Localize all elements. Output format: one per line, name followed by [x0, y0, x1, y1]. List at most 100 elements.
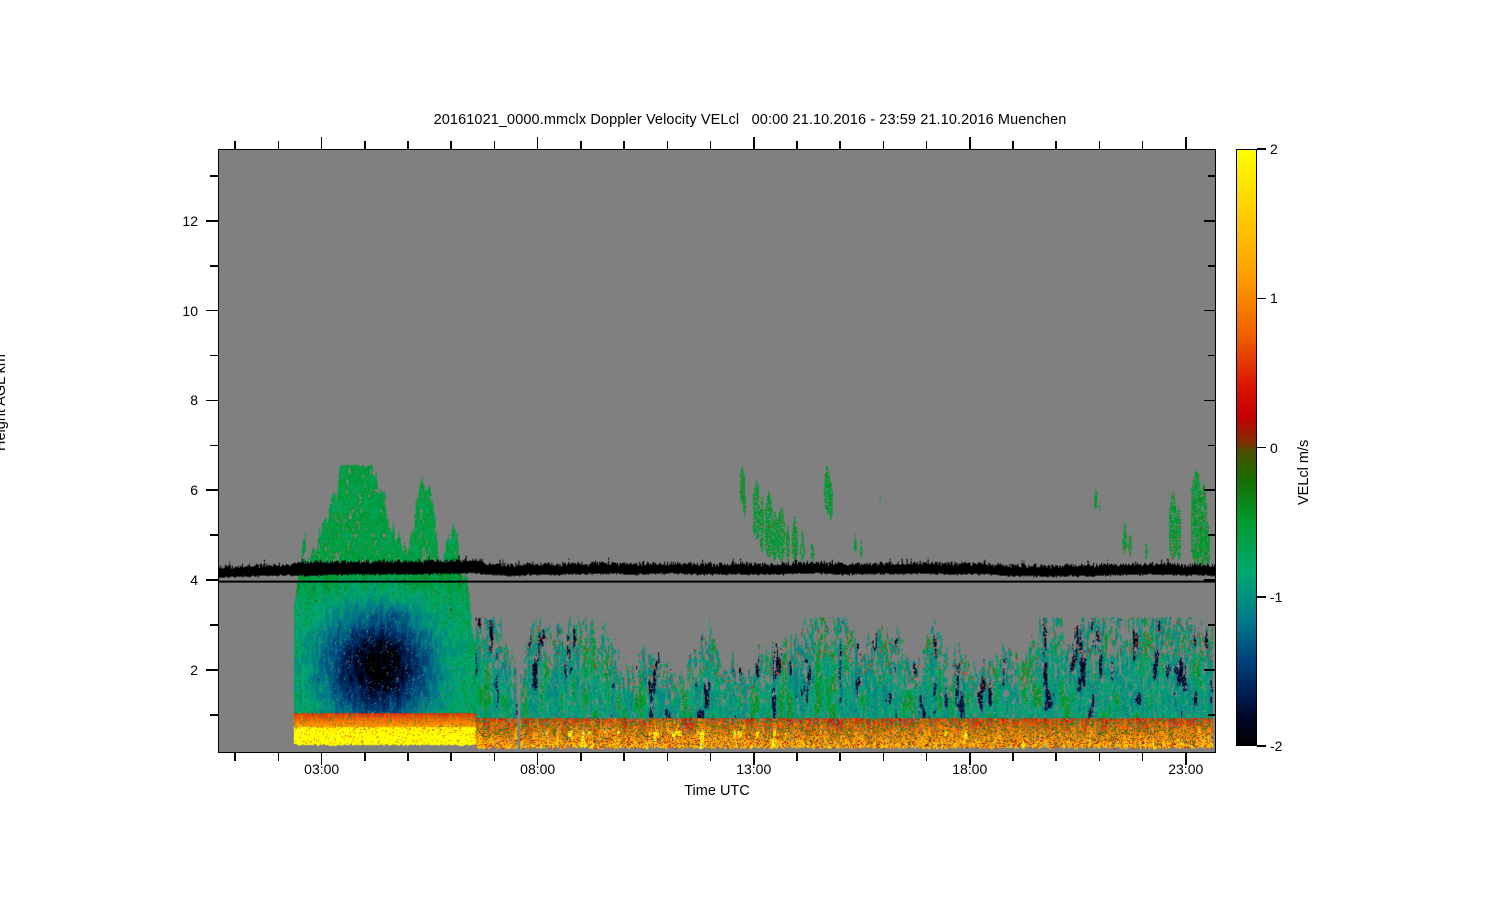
- x-tick-major: [320, 753, 323, 765]
- y-tick-major: [206, 489, 218, 492]
- colorbar-tick: [1257, 297, 1266, 299]
- x-tick-minor-top: [623, 141, 625, 149]
- x-tick-minor: [450, 753, 453, 761]
- y-tick-major: [206, 399, 218, 402]
- x-tick-major: [1184, 753, 1187, 765]
- x-tick-minor-top: [493, 141, 496, 149]
- y-tick-minor-right: [1208, 444, 1216, 447]
- colorbar-tick: [1257, 148, 1266, 150]
- y-tick-major-right: [1204, 399, 1216, 402]
- x-tick-minor-top: [666, 141, 669, 149]
- colorbar-tick-label: 1: [1270, 290, 1278, 307]
- y-tick-label: 6: [190, 482, 198, 499]
- doppler-velocity-heatmap: [219, 150, 1215, 752]
- colorbar-tick: [1257, 446, 1266, 449]
- x-tick-minor: [277, 753, 280, 761]
- x-tick-major: [752, 753, 755, 765]
- colorbar-tick: [1257, 745, 1266, 747]
- y-tick-major: [206, 579, 218, 581]
- x-tick-minor-top: [709, 141, 712, 149]
- y-tick-label: 2: [190, 661, 198, 678]
- x-tick-minor-top: [407, 141, 409, 149]
- x-tick-minor: [1098, 753, 1101, 761]
- x-tick-minor: [1141, 753, 1144, 761]
- x-tick-minor: [623, 753, 625, 761]
- y-tick-label: 8: [190, 392, 198, 409]
- x-tick-minor: [796, 753, 798, 761]
- colorbar-tick-label: 2: [1270, 141, 1278, 157]
- x-tick-major-top: [752, 137, 755, 149]
- x-tick-minor: [709, 753, 712, 761]
- x-tick-major: [536, 753, 539, 765]
- y-tick-major-right: [1204, 489, 1216, 492]
- x-tick-minor-top: [580, 141, 582, 149]
- x-tick-minor-top: [1098, 141, 1101, 149]
- x-tick-minor-top: [364, 141, 366, 149]
- x-tick-minor-top: [234, 141, 237, 149]
- colorbar-tick: [1257, 596, 1266, 598]
- y-tick-minor: [210, 444, 218, 447]
- y-tick-major-right: [1204, 220, 1216, 222]
- x-tick-major-top: [536, 137, 539, 149]
- y-tick-minor-right: [1208, 714, 1216, 716]
- figure-title: 20161021_0000.mmclx Doppler Velocity VEL…: [433, 112, 1067, 128]
- y-tick-minor: [210, 354, 218, 357]
- y-tick-major-right: [1204, 669, 1216, 671]
- x-tick-label: 08:00: [520, 761, 556, 777]
- y-tick-major-right: [1204, 579, 1216, 581]
- colorbar-tick-label: -1: [1270, 588, 1283, 605]
- x-tick-major-top: [1184, 137, 1187, 149]
- x-tick-label: 23:00: [1168, 761, 1204, 777]
- x-tick-minor-top: [882, 141, 885, 149]
- y-tick-minor-right: [1208, 175, 1216, 177]
- y-axis-title: Height AGL km: [0, 354, 9, 451]
- y-tick-minor-right: [1208, 264, 1216, 267]
- y-tick-minor: [210, 534, 218, 536]
- y-tick-minor: [210, 714, 218, 716]
- x-tick-label: 18:00: [952, 761, 988, 777]
- x-tick-label: 03:00: [304, 761, 340, 777]
- x-tick-minor-top: [277, 141, 280, 149]
- y-tick-minor-right: [1208, 624, 1216, 626]
- x-tick-minor: [882, 753, 885, 761]
- x-tick-minor: [1012, 753, 1014, 761]
- y-tick-minor: [210, 624, 218, 626]
- x-tick-minor-top: [925, 141, 928, 149]
- x-tick-minor: [1055, 753, 1057, 761]
- y-tick-minor-right: [1208, 534, 1216, 536]
- y-tick-label: 12: [182, 212, 198, 229]
- y-tick-major: [206, 220, 218, 222]
- x-tick-minor-top: [450, 141, 453, 149]
- x-tick-minor: [666, 753, 669, 761]
- y-tick-label: 4: [190, 572, 198, 589]
- y-tick-major-right: [1204, 309, 1216, 312]
- x-axis-title: Time UTC: [684, 783, 750, 799]
- x-tick-minor: [925, 753, 928, 761]
- x-tick-minor: [493, 753, 496, 761]
- y-tick-minor: [210, 175, 218, 177]
- x-tick-minor: [234, 753, 237, 761]
- x-tick-minor: [580, 753, 582, 761]
- plot-area: [218, 149, 1216, 753]
- x-tick-minor: [407, 753, 409, 761]
- x-tick-major: [968, 753, 971, 765]
- colorbar-tick-label: -2: [1270, 738, 1283, 754]
- y-tick-major: [206, 309, 218, 312]
- x-tick-minor-top: [839, 141, 841, 149]
- x-tick-minor: [364, 753, 366, 761]
- colorbar-tick-label: 0: [1270, 439, 1278, 456]
- y-tick-minor-right: [1208, 354, 1216, 357]
- colorbar-title: VELcl m/s: [1296, 439, 1312, 505]
- colorbar: [1236, 149, 1257, 746]
- x-tick-minor-top: [1012, 141, 1014, 149]
- x-tick-major-top: [320, 137, 323, 149]
- x-tick-minor: [839, 753, 841, 761]
- x-tick-minor-top: [1055, 141, 1057, 149]
- y-tick-major: [206, 669, 218, 671]
- y-tick-minor: [210, 264, 218, 267]
- x-tick-label: 13:00: [736, 761, 772, 777]
- y-tick-label: 10: [182, 302, 198, 319]
- x-tick-major-top: [968, 137, 971, 149]
- x-tick-minor-top: [1141, 141, 1144, 149]
